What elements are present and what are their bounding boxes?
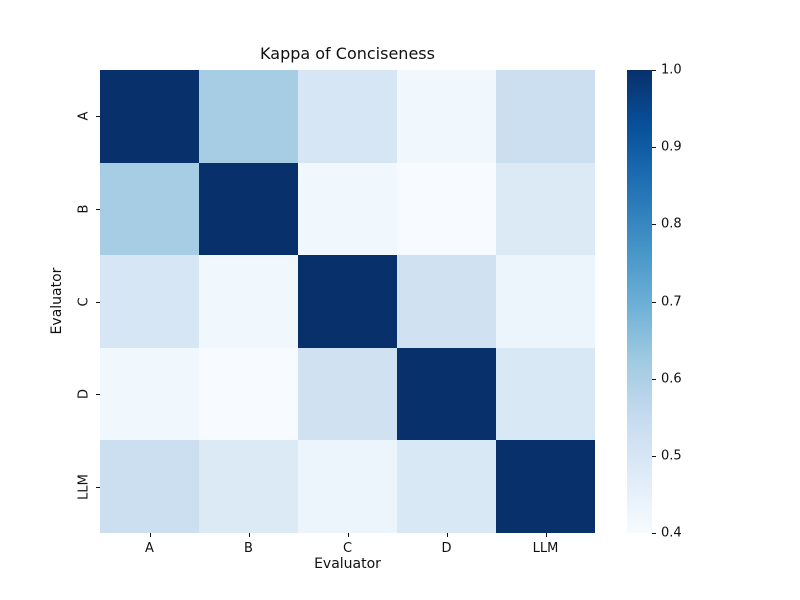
- heatmap-cell-B-A: [100, 162, 199, 256]
- colorbar-tick-mark: [652, 70, 656, 71]
- x-axis-label: Evaluator: [314, 556, 381, 572]
- colorbar-tick-mark: [652, 455, 656, 457]
- y-axis-label: Evaluator: [49, 267, 65, 335]
- heatmap-cell-LLM-D: [397, 440, 496, 533]
- colorbar-tick-mark: [652, 533, 656, 534]
- x-tick-label-D: D: [441, 541, 452, 556]
- y-tick-mark: [96, 394, 100, 396]
- heatmap-cell-A-LLM: [496, 70, 595, 163]
- x-tick-label-A: A: [145, 541, 154, 556]
- y-tick-mark: [96, 208, 100, 210]
- heatmap-plot-area: [100, 70, 595, 533]
- heatmap-cell-LLM-LLM: [496, 440, 595, 533]
- heatmap-cell-D-C: [298, 347, 397, 441]
- x-tick-label-C: C: [342, 541, 353, 556]
- x-tick-mark: [248, 533, 250, 537]
- colorbar-tick-label-0.4: 0.4: [661, 525, 682, 541]
- colorbar-tick-label-0.8: 0.8: [661, 216, 682, 232]
- heatmap-cell-D-B: [199, 347, 298, 441]
- colorbar-gradient: [627, 70, 652, 533]
- heatmap-cell-B-B: [199, 162, 298, 256]
- colorbar-tick-mark: [652, 378, 656, 380]
- heatmap-cell-LLM-C: [298, 440, 397, 533]
- heatmap-cell-C-A: [100, 255, 199, 348]
- heatmap-cell-B-D: [397, 162, 496, 256]
- heatmap-cell-C-B: [199, 255, 298, 348]
- heatmap-cell-B-C: [298, 162, 397, 256]
- heatmap-cell-C-D: [397, 255, 496, 348]
- heatmap-cell-D-D: [397, 347, 496, 441]
- x-tick-label-B: B: [244, 541, 253, 556]
- heatmap-cell-C-LLM: [496, 255, 595, 348]
- heatmap-cell-D-A: [100, 347, 199, 441]
- heatmap-cell-LLM-B: [199, 440, 298, 533]
- heatmap-cell-B-LLM: [496, 162, 595, 256]
- x-tick-label-LLM: LLM: [532, 541, 559, 556]
- heatmap-cell-A-A: [100, 70, 199, 163]
- colorbar-tick-label-0.9: 0.9: [661, 139, 682, 155]
- y-tick-label-B: B: [76, 204, 92, 214]
- heatmap-cell-C-C: [298, 255, 397, 348]
- x-tick-mark: [446, 533, 448, 537]
- x-tick-mark: [347, 533, 349, 537]
- colorbar-tick-mark: [652, 224, 656, 226]
- chart-title: Kappa of Conciseness: [260, 44, 435, 63]
- colorbar-tick-label-0.7: 0.7: [661, 294, 682, 309]
- y-tick-label-D: D: [76, 389, 92, 400]
- heatmap-cell-A-C: [298, 70, 397, 163]
- y-tick-label-A: A: [76, 111, 92, 121]
- y-tick-label-LLM: LLM: [76, 473, 92, 500]
- heatmap-cell-A-B: [199, 70, 298, 163]
- colorbar-tick-label-0.6: 0.6: [661, 371, 682, 387]
- y-tick-mark: [96, 486, 100, 488]
- heatmap-cell-A-D: [397, 70, 496, 163]
- colorbar-tick-mark: [652, 147, 656, 149]
- x-tick-mark: [545, 533, 547, 537]
- y-tick-label-C: C: [76, 296, 92, 307]
- colorbar-tick-mark: [652, 301, 656, 303]
- colorbar-tick-label-1.0: 1.0: [661, 62, 682, 78]
- colorbar-tick-label-0.5: 0.5: [661, 448, 682, 464]
- y-tick-mark: [96, 301, 100, 303]
- heatmap-cell-LLM-A: [100, 440, 199, 533]
- heatmap-cell-D-LLM: [496, 347, 595, 441]
- x-tick-mark: [149, 533, 151, 537]
- y-tick-mark: [96, 116, 100, 118]
